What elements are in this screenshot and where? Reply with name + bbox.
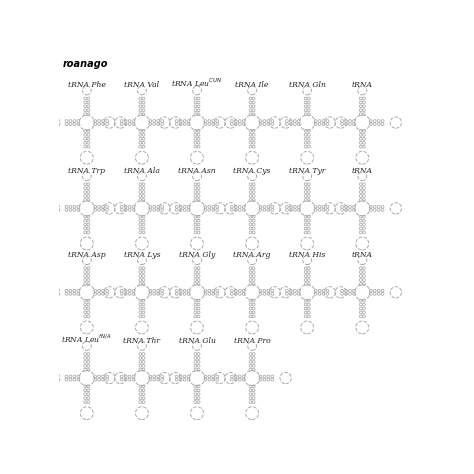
Text: roanago: roanago — [63, 59, 109, 69]
Text: tRNA Leu$^{CUN}$: tRNA Leu$^{CUN}$ — [171, 77, 223, 90]
Text: tRNA Phe: tRNA Phe — [68, 82, 106, 90]
Text: tRNA Asp: tRNA Asp — [68, 251, 106, 259]
Text: tRNA Ala: tRNA Ala — [124, 167, 160, 175]
Text: tRNA Glu: tRNA Glu — [179, 337, 216, 345]
Text: tRNA His: tRNA His — [289, 251, 325, 259]
Text: tRNA Ile: tRNA Ile — [236, 82, 269, 90]
Text: tRNA Cys: tRNA Cys — [233, 167, 271, 175]
Text: tRNA Tyr: tRNA Tyr — [289, 167, 325, 175]
Text: tRNA: tRNA — [352, 82, 373, 90]
Text: tRNA Lys: tRNA Lys — [124, 251, 160, 259]
Text: tRNA Leu$^{fN/A}$: tRNA Leu$^{fN/A}$ — [61, 333, 112, 345]
Text: tRNA Thr: tRNA Thr — [123, 337, 160, 345]
Text: tRNA Trp: tRNA Trp — [68, 167, 105, 175]
Text: tRNA Gly: tRNA Gly — [179, 251, 215, 259]
Text: tRNA Arg: tRNA Arg — [233, 251, 271, 259]
Text: tRNA: tRNA — [352, 251, 373, 259]
Text: tRNA Pro: tRNA Pro — [234, 337, 271, 345]
Text: tRNA: tRNA — [352, 167, 373, 175]
Text: tRNA Gln: tRNA Gln — [289, 82, 326, 90]
Text: tRNA Val: tRNA Val — [124, 82, 159, 90]
Text: tRNA Asn: tRNA Asn — [178, 167, 216, 175]
